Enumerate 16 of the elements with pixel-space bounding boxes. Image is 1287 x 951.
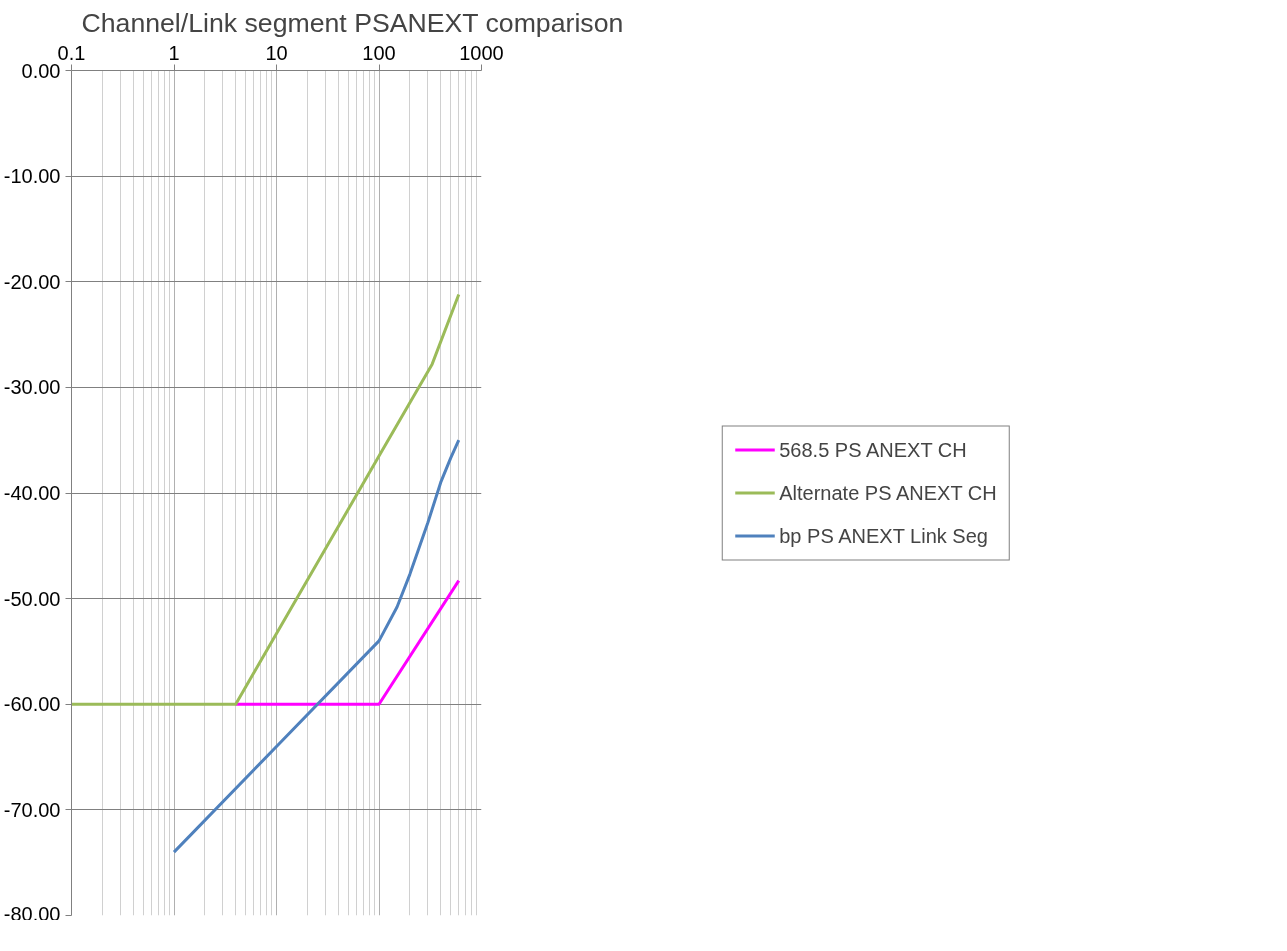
- legend-label: 568.5 PS ANEXT CH: [779, 438, 967, 461]
- y-tick-label: -60.00: [3, 693, 61, 716]
- x-tick-label: 1: [168, 41, 180, 64]
- chart-title: Channel/Link segment PSANEXT comparison: [81, 7, 624, 38]
- y-tick-label: -80.00: [3, 902, 61, 925]
- y-tick-label: -50.00: [3, 587, 61, 610]
- legend-label: Alternate PS ANEXT CH: [779, 481, 997, 504]
- legend-label: bp PS ANEXT Link Seg: [779, 524, 988, 547]
- y-tick-label: -20.00: [3, 270, 61, 293]
- x-tick-label: 1000: [459, 41, 504, 64]
- x-tick-label: 10: [265, 41, 288, 64]
- y-tick-label: -70.00: [3, 798, 61, 821]
- y-tick-label: -30.00: [3, 376, 61, 399]
- x-tick-label: 100: [362, 41, 396, 64]
- y-tick-label: -10.00: [3, 165, 61, 188]
- y-tick-label: -40.00: [3, 482, 61, 504]
